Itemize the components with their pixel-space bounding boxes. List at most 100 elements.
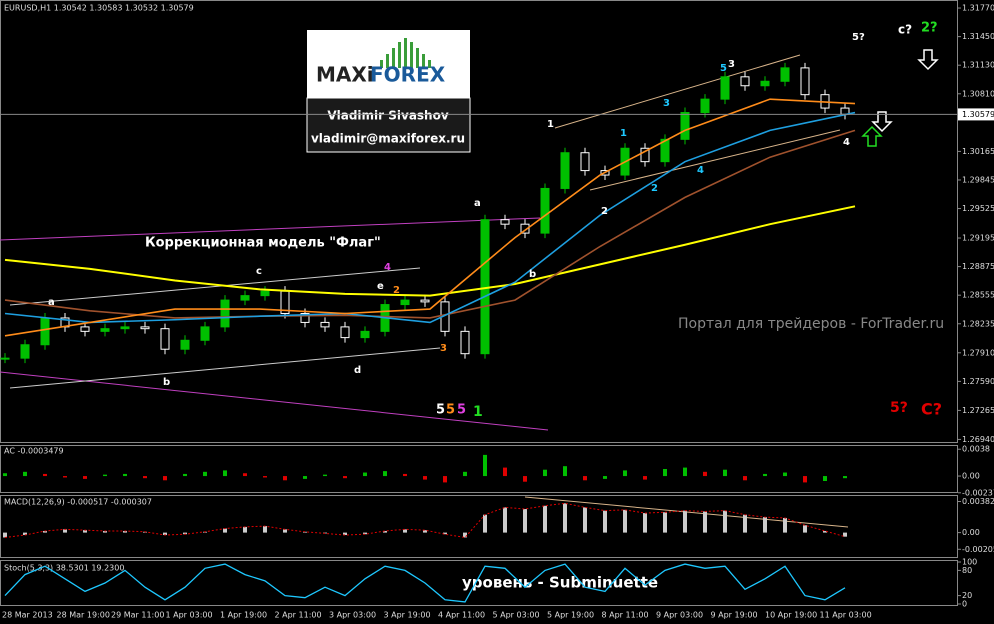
indicator-bar — [583, 507, 587, 533]
logo-brand: FOREX — [370, 63, 446, 87]
indicator-bar — [803, 476, 807, 483]
indicator-bar — [343, 532, 347, 536]
y-tick-label: 100 — [962, 558, 977, 567]
candle — [540, 187, 550, 234]
candle — [100, 328, 110, 332]
indicator-bar — [243, 526, 247, 533]
indicator-bar — [823, 530, 827, 533]
y-tick-label: 1.28875 — [962, 262, 994, 271]
x-tick-label: 1 Apr 03:00 — [166, 611, 213, 620]
y-tick-label: 0.003825 — [962, 497, 994, 506]
stochastic-line — [4, 563, 846, 603]
indicator-bar — [623, 470, 627, 477]
indicator-bar — [103, 474, 107, 477]
indicator-bar — [343, 476, 347, 479]
candle — [200, 326, 210, 341]
candle — [140, 326, 150, 330]
annotation: уровень - Subminuette — [462, 574, 658, 592]
x-tick-label: 2 Apr 11:00 — [275, 611, 322, 620]
candle — [320, 321, 330, 328]
candle — [640, 147, 650, 163]
candle — [260, 290, 270, 297]
last-price-label: 1.30579 — [962, 110, 994, 119]
y-tick-label: 0.00 — [962, 528, 980, 537]
candle — [400, 299, 410, 306]
indicator-bar — [3, 473, 7, 477]
indicator-bar — [43, 473, 47, 477]
logo-email: vladimir@maxiforex.ru — [311, 132, 465, 146]
candle — [220, 299, 230, 328]
candle — [240, 295, 250, 301]
indicator-bar — [83, 530, 87, 533]
logo-brand: MAXi — [316, 63, 374, 87]
candle — [500, 219, 510, 225]
indicator-bar — [263, 526, 267, 533]
indicator-bar — [783, 517, 787, 533]
y-tick-label: 1.31130 — [962, 61, 994, 70]
candle — [480, 219, 490, 355]
candle — [340, 326, 350, 339]
annotation: 5? — [852, 32, 865, 43]
indicator-bar — [323, 474, 327, 477]
indicator-bar — [743, 514, 747, 533]
candle — [160, 328, 170, 350]
indicator-bar — [523, 476, 527, 482]
indicator-bar — [563, 503, 567, 533]
indicator-bar — [683, 510, 687, 533]
indicator-bar — [643, 476, 647, 480]
y-tick-label: 1.28235 — [962, 319, 994, 328]
indicator-bar — [483, 454, 487, 477]
annotation: b — [529, 269, 536, 280]
candle — [120, 326, 130, 330]
indicator-bar — [223, 470, 227, 477]
indicator-bar — [63, 476, 67, 478]
indicator-bar — [563, 466, 567, 477]
x-tick-label: 28 Mar 19:00 — [57, 611, 110, 620]
indicator-bar — [443, 476, 447, 483]
indicator-bar — [203, 471, 207, 477]
candle — [560, 152, 570, 189]
y-tick-label: 1.27590 — [962, 377, 994, 386]
indicator-bar — [283, 529, 287, 533]
indicator-bar — [143, 476, 147, 479]
annotation: e — [377, 281, 384, 292]
indicator-bar — [543, 505, 547, 533]
indicator-bar — [163, 476, 167, 481]
annotation: 5 — [446, 403, 455, 418]
y-tick-label: 1.31450 — [962, 32, 994, 41]
indicator-bar — [183, 532, 187, 535]
candle — [300, 312, 310, 323]
y-tick-label: 0.00 — [962, 472, 980, 481]
candle — [360, 330, 370, 339]
annotation: Портал для трейдеров - ForTrader.ru — [678, 316, 944, 332]
candle — [20, 344, 30, 359]
annotation: 1 — [547, 119, 554, 130]
annotation: 2 — [651, 183, 658, 194]
annotation: 2 — [601, 206, 608, 217]
indicator-bar — [483, 514, 487, 533]
indicator-bar — [23, 532, 27, 536]
indicator-bar — [103, 530, 107, 533]
indicator-bar — [363, 532, 367, 535]
indicator-bar — [383, 530, 387, 533]
candle — [80, 326, 90, 332]
indicator-bar — [803, 525, 807, 533]
indicator-bar — [403, 473, 407, 477]
y-tick-label: 0.0038 — [962, 445, 990, 454]
logo: MAXi FOREX Vladimir Sivashov vladimir@ma… — [306, 30, 471, 153]
indicator-bar — [423, 530, 427, 533]
x-tick-label: 10 Apr 19:00 — [765, 611, 817, 620]
candle — [680, 112, 690, 140]
annotation: 2? — [921, 21, 938, 36]
indicator-bar — [463, 471, 467, 477]
indicator-bar — [163, 532, 167, 536]
indicator-bar — [743, 476, 747, 481]
indicator-bar — [183, 473, 187, 477]
indicator-bar — [823, 476, 827, 481]
y-tick-label: 1.29845 — [962, 175, 994, 184]
annotation: 5 — [457, 403, 466, 418]
y-tick-label: 1.30810 — [962, 89, 994, 98]
annotation: 5 — [436, 403, 445, 418]
